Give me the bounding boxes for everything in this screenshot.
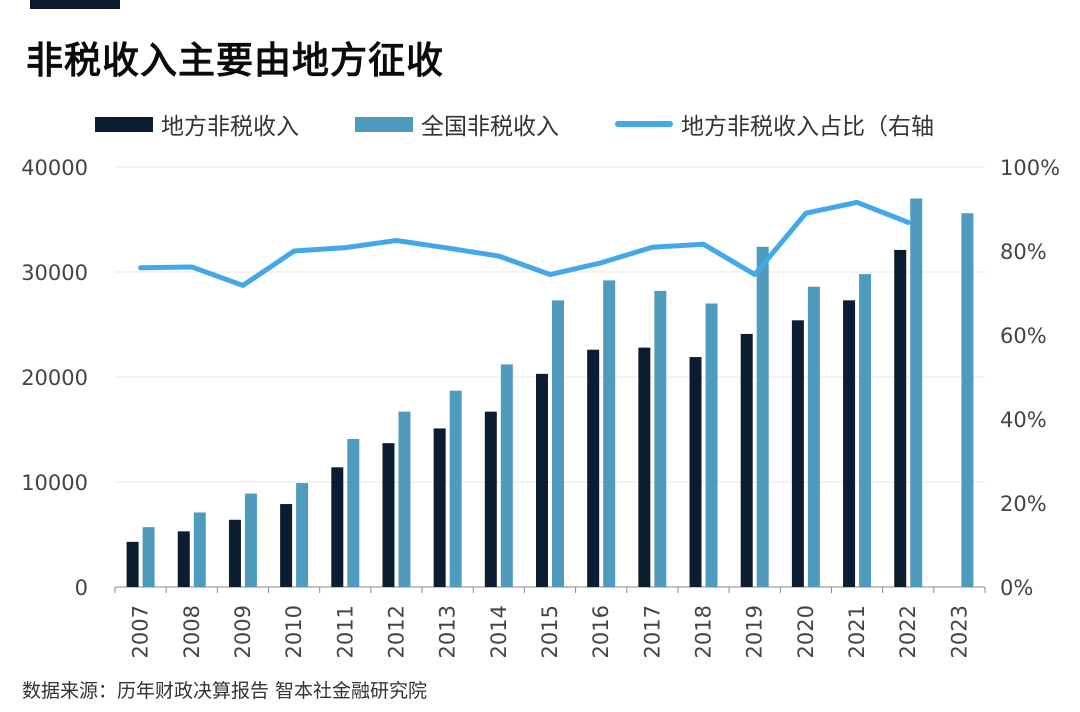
bar-local [843,300,856,587]
y-left-tick-label: 20000 [21,366,88,390]
bar-national [347,438,360,587]
y-right-tick-label: 100% [1000,156,1060,180]
bar-local [689,357,702,587]
bar-national [142,527,155,587]
y-left-tick-label: 0 [75,576,88,600]
bar-national [705,303,718,587]
legend-item-national: 全国非税收入 [355,108,559,140]
legend-label-local: 地方非税收入 [161,114,299,140]
legend: 地方非税收入 全国非税收入 地方非税收入占比（右轴 [95,108,1055,140]
x-tick-label: 2020 [794,605,818,658]
x-tick-label: 2012 [384,605,408,658]
x-tick-label: 2007 [129,605,153,658]
x-tick-label: 2011 [333,605,357,658]
bar-national [603,280,616,587]
x-tick-label: 2016 [589,605,613,658]
y-right-tick-label: 60% [1000,324,1047,348]
y-left-tick-label: 10000 [21,471,88,495]
y-right-tick-label: 20% [1000,492,1047,516]
x-tick-label: 2014 [487,605,511,658]
bar-local [228,519,241,587]
legend-label-national: 全国非税收入 [421,114,559,140]
y-right-tick-label: 40% [1000,408,1047,432]
bar-national [654,290,667,587]
x-tick-label: 2009 [231,605,255,658]
x-tick-label: 2013 [436,605,460,658]
source-note: 数据来源：历年财政决算报告 智本社金融研究院 [22,680,428,702]
bar-national [500,364,513,587]
y-right-tick-label: 0% [1000,576,1033,600]
bar-local [331,467,344,587]
bar-local [484,411,497,587]
chart-title: 非税收入主要由地方征收 [26,39,444,82]
bar-local [126,541,139,587]
title-accent-bar [30,0,120,9]
bar-national [193,512,206,587]
bar-local [382,443,395,587]
bar-national [859,274,872,587]
legend-item-ratio: 地方非税收入占比（右轴 [615,108,934,140]
bar-local [894,249,907,587]
x-tick-label: 2022 [896,605,920,658]
x-tick-label: 2008 [180,605,204,658]
y-left-tick-label: 30000 [21,261,88,285]
bar-national [449,390,462,587]
x-tick-label: 2017 [640,605,664,658]
bar-local [280,504,293,587]
x-tick-label: 2018 [692,605,716,658]
x-tick-label: 2015 [538,605,562,658]
bar-national [961,213,974,587]
legend-item-local: 地方非税收入 [95,108,299,140]
x-tick-label: 2019 [743,605,767,658]
x-tick-label: 2021 [845,605,869,658]
bar-local [433,428,446,587]
bar-national [398,411,411,587]
y-left-tick-label: 40000 [21,156,88,180]
x-tick-label: 2010 [282,605,306,658]
legend-line-ratio [615,121,673,127]
ratio-line [138,199,911,288]
legend-swatch-national [355,116,413,132]
bar-national [552,300,564,587]
bar-local [638,347,651,587]
bar-national [756,246,769,588]
bar-national [296,483,309,587]
bar-local [740,333,753,587]
y-right-tick-label: 80% [1000,240,1047,264]
bar-national [807,286,820,587]
legend-swatch-local [95,116,153,132]
legend-label-ratio: 地方非税收入占比（右轴 [681,114,934,140]
bar-local [536,373,548,587]
x-tick-label: 2023 [947,605,971,658]
bar-local [587,349,600,587]
bar-national [910,198,923,587]
bar-local [177,531,190,587]
bar-national [244,493,257,587]
bar-local [791,320,804,587]
